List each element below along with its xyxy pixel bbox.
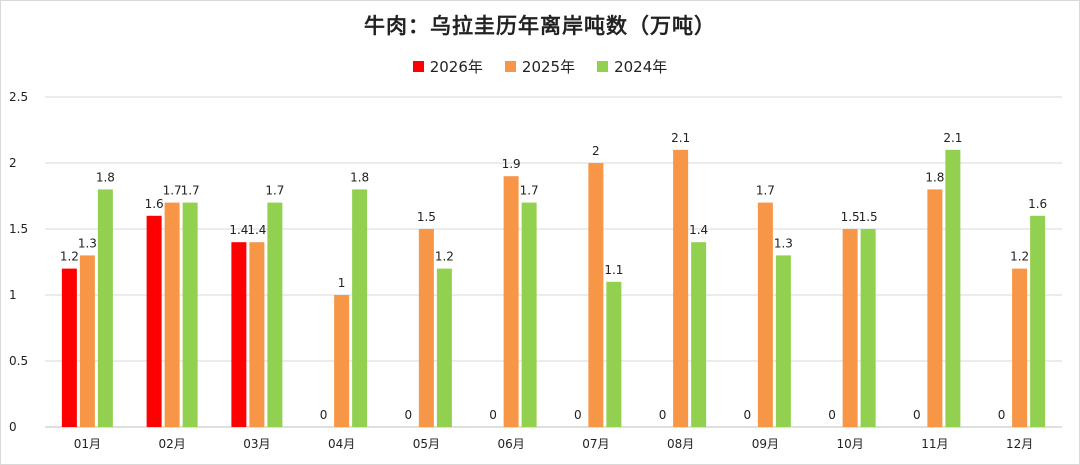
legend-swatch-2024 xyxy=(597,61,609,72)
data-label: 1.5 xyxy=(859,210,878,224)
bar xyxy=(61,268,77,427)
chart-title: 牛肉：乌拉圭历年离岸吨数（万吨） xyxy=(364,14,716,38)
data-label: 1.4 xyxy=(247,223,266,237)
bar xyxy=(146,215,162,427)
data-label: 1.8 xyxy=(925,170,944,184)
x-tick-label: 03月 xyxy=(243,437,270,451)
data-label: 1.1 xyxy=(604,263,623,277)
x-tick-label: 08月 xyxy=(667,437,694,451)
data-label: 1.5 xyxy=(841,210,860,224)
data-label: 0 xyxy=(320,408,328,422)
data-label: 0 xyxy=(659,408,667,422)
data-label: 1.3 xyxy=(78,236,97,250)
y-tick-label: 2 xyxy=(9,156,17,170)
bar xyxy=(182,202,198,427)
data-label: 1.8 xyxy=(96,170,115,184)
x-tick-label: 01月 xyxy=(74,437,101,451)
bar xyxy=(691,242,707,427)
bar xyxy=(945,149,961,428)
data-label: 1.7 xyxy=(756,184,775,198)
data-label: 0 xyxy=(913,408,921,422)
bar xyxy=(521,202,537,427)
data-label: 0 xyxy=(574,408,582,422)
data-label: 0 xyxy=(828,408,836,422)
x-tick-label: 06月 xyxy=(497,437,524,451)
bar xyxy=(673,149,689,428)
data-label: 1.2 xyxy=(1010,250,1029,264)
bar xyxy=(842,229,858,427)
data-label: 1.6 xyxy=(145,197,164,211)
bar xyxy=(927,189,943,427)
x-tick-label: 04月 xyxy=(328,437,355,451)
data-label: 1.2 xyxy=(435,250,454,264)
data-label: 1.2 xyxy=(60,250,79,264)
data-label: 1 xyxy=(338,276,346,290)
legend-label-2024: 2024年 xyxy=(614,58,668,76)
x-tick-label: 07月 xyxy=(582,437,609,451)
data-label: 0 xyxy=(998,408,1006,422)
legend: 2026年 2025年 2024年 xyxy=(0,56,1080,77)
bar xyxy=(503,176,519,427)
data-label: 1.7 xyxy=(265,184,284,198)
legend-label-2025: 2025年 xyxy=(521,58,576,76)
bar xyxy=(860,229,876,427)
data-label: 0 xyxy=(405,408,413,422)
x-tick-label: 10月 xyxy=(836,437,863,451)
y-tick-label: 0.5 xyxy=(9,354,28,368)
y-tick-label: 1.5 xyxy=(9,222,28,236)
bar xyxy=(606,281,622,427)
legend-item-2026: 2026年 xyxy=(412,56,483,77)
bar xyxy=(231,242,247,427)
x-tick-label: 09月 xyxy=(752,437,779,451)
bar xyxy=(775,255,791,427)
data-label: 1.7 xyxy=(163,184,182,198)
x-tick-label: 02月 xyxy=(158,437,185,451)
data-label: 2.1 xyxy=(671,131,690,145)
data-label: 1.4 xyxy=(229,223,248,237)
bar xyxy=(164,202,180,427)
data-label: 0 xyxy=(489,408,497,422)
data-label: 2 xyxy=(592,144,600,158)
bar xyxy=(249,242,265,427)
x-tick-label: 12月 xyxy=(1006,437,1033,451)
y-tick-label: 2.5 xyxy=(9,90,28,104)
data-label: 1.3 xyxy=(774,236,793,250)
bar xyxy=(267,202,283,427)
bar xyxy=(588,163,604,427)
bar xyxy=(352,189,368,427)
data-label: 1.7 xyxy=(181,184,200,198)
bar xyxy=(97,189,113,427)
data-label: 1.4 xyxy=(689,223,708,237)
x-tick-label: 05月 xyxy=(413,437,440,451)
y-tick-label: 0 xyxy=(9,420,17,434)
legend-swatch-2026 xyxy=(412,61,424,72)
data-label: 1.9 xyxy=(502,157,521,171)
legend-swatch-2025 xyxy=(504,61,516,72)
bar xyxy=(79,255,95,427)
legend-label-2026: 2026年 xyxy=(429,58,483,76)
data-label: 1.7 xyxy=(520,184,539,198)
data-label: 0 xyxy=(744,408,752,422)
data-label: 2.1 xyxy=(943,131,962,145)
data-label: 1.5 xyxy=(417,210,436,224)
bar xyxy=(436,268,452,427)
x-tick-label: 11月 xyxy=(921,437,948,451)
data-label: 1.6 xyxy=(1028,197,1047,211)
bar xyxy=(418,229,434,427)
y-tick-label: 1 xyxy=(9,288,17,302)
bar xyxy=(757,202,773,427)
legend-item-2024: 2024年 xyxy=(597,56,667,77)
bar xyxy=(334,295,350,427)
data-label: 1.8 xyxy=(350,170,369,184)
bar xyxy=(1030,215,1046,427)
legend-item-2025: 2025年 xyxy=(504,56,576,77)
bar xyxy=(1012,268,1028,427)
